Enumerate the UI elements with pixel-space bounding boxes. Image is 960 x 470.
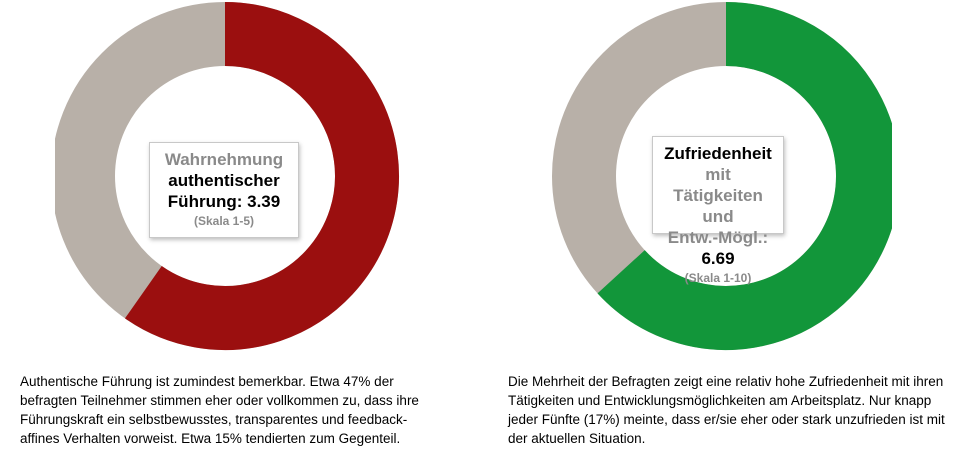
- donut-chart-satisfaction: Zufriedenheit mit Tätigkeiten und Entw.-…: [532, 0, 892, 352]
- donut-chart-left-svg: [55, 2, 399, 350]
- donut-left-label-line1: Wahrnehmung: [164, 150, 284, 169]
- donut-chart-right-svg: [552, 2, 892, 350]
- donut-right-label-line1-rest: mit: [705, 165, 731, 184]
- donut-right-scale: (Skala 1-10): [684, 271, 752, 285]
- donut-right-label-line3: Entw.-Mögl.:: [667, 228, 769, 247]
- donut-left-value-arc: [124, 2, 399, 350]
- donut-chart-authentic-leadership: Wahrnehmung authentischer Führung: 3.39 …: [55, 0, 405, 352]
- donut-right-label: Zufriedenheit mit Tätigkeiten und Entw.-…: [652, 136, 784, 285]
- donut-left-label: Wahrnehmung authentischer Führung: 3.39 …: [149, 142, 299, 238]
- donut-left-scale: (Skala 1-5): [193, 214, 255, 228]
- donut-left-label-line3: Führung:: [167, 192, 248, 211]
- donut-right-label-line1-bold: Zufriedenheit: [664, 144, 772, 163]
- donut-left-value: 3.39: [247, 192, 281, 211]
- donut-right-value: 6.69: [701, 249, 735, 268]
- caption-right: Die Mehrheit der Befragten zeigt eine re…: [508, 374, 945, 446]
- donut-right-value-arc: [597, 2, 892, 350]
- donut-right-label-line2: Tätigkeiten und: [673, 186, 763, 226]
- caption-left: Authentische Führung ist zumindest bemer…: [20, 374, 419, 446]
- donut-left-label-line2: authentischer: [168, 171, 280, 190]
